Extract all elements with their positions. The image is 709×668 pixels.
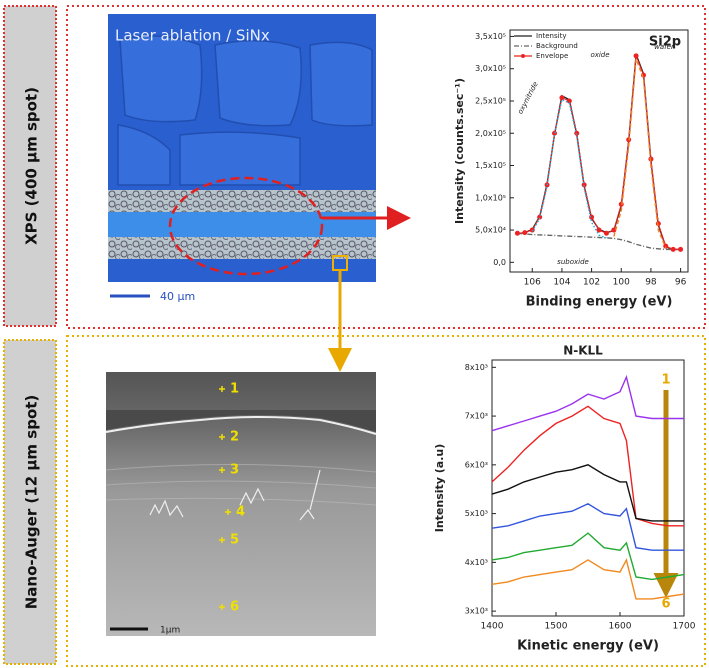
legend-marker — [521, 54, 525, 58]
x-tick-label: 1500 — [545, 622, 568, 632]
data-point — [566, 98, 572, 104]
annotation: 6 — [661, 597, 670, 612]
point-marker — [219, 604, 225, 610]
point-marker — [219, 467, 225, 473]
point-label: 5 — [230, 533, 239, 548]
point-marker — [219, 386, 225, 392]
plot-frame — [491, 359, 685, 617]
y-tick-label: 3,0x10⁵ — [475, 64, 506, 73]
point-label: 1 — [230, 382, 239, 397]
side-box — [3, 339, 57, 665]
series-line — [517, 55, 681, 250]
series-line — [491, 557, 685, 600]
data-point — [559, 95, 565, 101]
annotation: 1 — [661, 373, 670, 388]
x-axis-label: Binding energy (eV) — [526, 295, 673, 310]
scale-label: 40 µm — [160, 290, 195, 303]
point-marker — [219, 434, 225, 440]
y-tick-label: 0,0 — [493, 258, 506, 267]
plot-frame — [509, 29, 689, 273]
series-line — [491, 503, 684, 551]
point-marker — [225, 509, 231, 515]
chart-title: Si2p — [649, 35, 681, 50]
x-axis-label: Kinetic energy (eV) — [517, 639, 659, 654]
side-box — [3, 5, 57, 327]
data-point — [522, 230, 528, 236]
y-tick-label: 2,0x10⁵ — [475, 129, 506, 138]
x-tick-label: 1600 — [609, 622, 632, 632]
data-point — [514, 230, 520, 236]
data-point — [596, 227, 602, 233]
legend-label: Background — [536, 42, 578, 50]
data-point — [581, 182, 587, 188]
data-point — [678, 246, 684, 252]
point-label: 6 — [230, 600, 239, 615]
data-point — [618, 201, 624, 207]
series-line — [517, 54, 681, 251]
point-marker — [219, 537, 225, 543]
legend-label: Envelope — [536, 52, 568, 60]
image-caption: Laser ablation / SiNx — [115, 27, 270, 45]
series-line — [491, 405, 684, 527]
point-label: 4 — [236, 505, 245, 520]
y-tick-label: 5x10³ — [465, 509, 488, 518]
x-tick-label: 102 — [583, 278, 600, 288]
data-point — [603, 230, 609, 236]
y-tick-label: 3,5x10⁵ — [475, 32, 506, 41]
series-line — [491, 464, 684, 522]
annotation: suboxide — [557, 258, 589, 266]
x-tick-label: 106 — [524, 278, 541, 288]
x-tick-label: 98 — [645, 278, 657, 288]
auger-label: Nano-Auger (12 µm spot) — [23, 395, 41, 610]
series-line — [517, 232, 681, 251]
y-tick-label: 2,5x10⁵ — [475, 96, 506, 105]
y-tick-label: 1,0x10⁵ — [475, 193, 506, 202]
series-line — [491, 532, 685, 581]
annotation: oxynitride — [516, 81, 540, 116]
point-label: 2 — [230, 430, 239, 445]
series-line — [613, 58, 667, 249]
optical-image — [108, 14, 411, 372]
data-point — [633, 53, 639, 59]
chart-title: N-KLL — [563, 344, 603, 358]
y-tick-label: 3x10³ — [465, 607, 488, 616]
y-axis-label: Intensity (a.u) — [433, 444, 446, 533]
legend-label: Intensity — [536, 32, 566, 40]
data-point — [670, 246, 676, 252]
data-point — [611, 227, 617, 233]
y-tick-label: 1,5x10⁵ — [475, 161, 506, 170]
series-line — [531, 98, 607, 239]
x-tick-label: 104 — [553, 278, 570, 288]
data-point — [552, 130, 557, 136]
y-axis-label: Intensity (counts.sec⁻¹) — [453, 78, 466, 224]
point-label: 3 — [230, 463, 239, 478]
scale-label: 1µm — [160, 626, 180, 636]
y-tick-label: 4x10³ — [465, 558, 488, 567]
panel-border — [66, 335, 706, 667]
xps-label: XPS (400 µm spot) — [23, 87, 41, 245]
x-tick-label: 96 — [675, 278, 687, 288]
x-tick-label: 1400 — [481, 622, 504, 632]
sem-image — [105, 372, 377, 636]
y-tick-label: 8x10³ — [465, 363, 488, 372]
data-point — [589, 214, 595, 220]
data-point — [663, 243, 669, 249]
y-tick-label: 5,0x10⁴ — [475, 226, 506, 235]
y-tick-label: 6x10³ — [465, 460, 488, 469]
x-tick-label: 100 — [613, 278, 630, 288]
y-tick-label: 7x10³ — [465, 412, 488, 421]
series-line — [491, 374, 684, 432]
x-tick-label: 1700 — [673, 622, 696, 632]
annotation: wafer — [654, 43, 675, 51]
annotation: oxide — [590, 51, 609, 59]
